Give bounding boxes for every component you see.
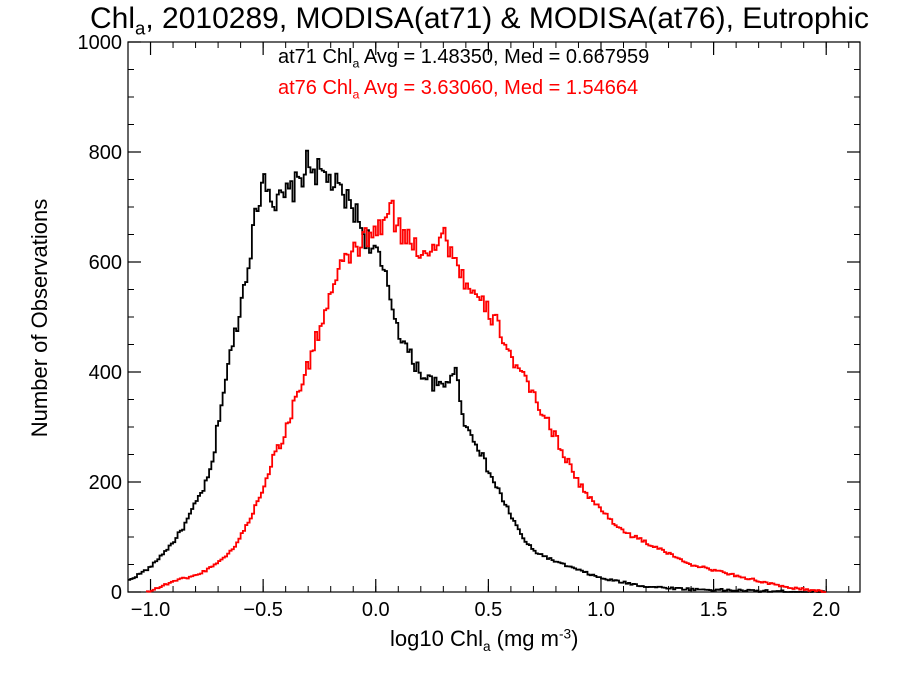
- annotation-at71: at71 Chla Avg = 1.48350, Med = 0.667959: [278, 46, 650, 71]
- x-tick-label: −1.0: [131, 599, 170, 621]
- x-tick-label: −0.5: [243, 599, 282, 621]
- x-tick-label: 0.0: [362, 599, 390, 621]
- y-tick-label: 1000: [78, 32, 123, 54]
- x-tick-labels: −1.0 −0.5 0.0 0.5 1.0 1.5 2.0: [131, 599, 840, 621]
- series-at76-histogram: [146, 199, 827, 593]
- y-tick-labels: 0 200 400 600 800 1000: [78, 32, 123, 604]
- y-tick-label: 800: [89, 142, 122, 164]
- y-tick-label: 600: [89, 252, 122, 274]
- series-at71-histogram: [128, 149, 827, 593]
- x-tick-label: 1.5: [700, 599, 728, 621]
- x-tick-label: 0.5: [474, 599, 502, 621]
- x-tick-label: 2.0: [812, 599, 840, 621]
- series-layer: [128, 149, 827, 593]
- chart-title: Chla, 2010289, MODISA(at71) & MODISA(at7…: [90, 2, 870, 39]
- x-tick-label: 1.0: [587, 599, 615, 621]
- annotation-at76: at76 Chla Avg = 3.63060, Med = 1.54664: [278, 77, 639, 102]
- y-tick-label: 400: [89, 362, 122, 384]
- y-tick-label: 200: [89, 472, 122, 494]
- x-axis-label: log10 Chla (mg m-3): [390, 626, 579, 654]
- y-axis-label: Number of Observations: [27, 198, 52, 438]
- y-tick-label: 0: [111, 582, 122, 604]
